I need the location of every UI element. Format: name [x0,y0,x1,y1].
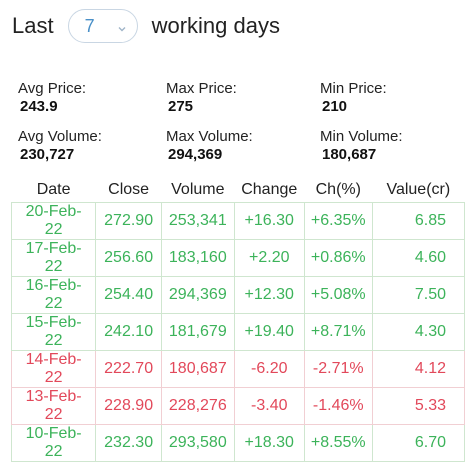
avg-price-label: Avg Price: [18,80,87,97]
value-cell: 4.30 [371,313,465,351]
value-cell: 6.70 [371,424,465,462]
date-cell: 15-Feb-22 [10,313,97,351]
value-cell: 4.12 [371,350,465,388]
days-select-value: 7 [84,15,95,36]
change-cell: +18.30 [233,424,305,462]
header-prefix: Last [12,13,54,38]
close-cell: 222.70 [95,350,163,388]
value-cell: 6.85 [371,202,465,240]
value-cell: 4.60 [371,239,465,277]
change-cell: +12.30 [233,276,305,314]
value-cell: 5.33 [371,387,465,425]
min-price-value: 210 [322,98,348,115]
close-cell: 242.10 [95,313,163,351]
volume-cell: 253,341 [161,202,235,240]
max-price-label: Max Price: [166,80,237,97]
volume-cell: 293,580 [161,424,235,462]
table-row: 17-Feb-22 256.60 183,160 +2.20 +0.86% 4.60 [10,239,465,277]
avg-volume-stat: Avg Volume: 230,727 [18,128,168,164]
date-cell: 16-Feb-22 [10,276,97,314]
header-suffix: working days [151,13,280,38]
volume-cell: 181,679 [161,313,235,351]
avg-volume-label: Avg Volume: [18,128,102,145]
table-row: 10-Feb-22 232.30 293,580 +18.30 +8.55% 6.70 [10,424,465,462]
date-cell: 20-Feb-22 [10,202,97,240]
avg-price-value: 243.9 [20,98,58,115]
col-header-change-pct: Ch(%) [315,181,361,198]
date-cell: 10-Feb-22 [10,424,97,462]
min-price-label: Min Price: [320,80,387,97]
min-volume-label: Min Volume: [320,128,403,145]
min-volume-value: 180,687 [322,146,377,163]
table-row: 20-Feb-22 272.90 253,341 +16.30 +6.35% 6.85 [10,202,465,240]
max-volume-stat: Max Volume: 294,369 [166,128,316,164]
value-cell: 7.50 [371,276,465,314]
date-cell: 17-Feb-22 [10,239,97,277]
table-row: 15-Feb-22 242.10 181,679 +19.40 +8.71% 4.30 [10,313,465,351]
close-cell: 254.40 [95,276,163,314]
change-cell: +19.40 [233,313,305,351]
close-cell: 232.30 [95,424,163,462]
change-pct-cell: -1.46% [303,387,373,425]
date-cell: 14-Feb-22 [10,350,97,388]
max-price-value: 275 [168,98,194,115]
max-volume-value: 294,369 [168,146,223,163]
change-pct-cell: +0.86% [303,239,373,277]
change-cell: -6.20 [233,350,305,388]
volume-cell: 183,160 [161,239,235,277]
min-price-stat: Min Price: 210 [320,80,465,116]
min-volume-stat: Min Volume: 180,687 [320,128,465,164]
price-history-table: Date Close Volume Change Ch(%) Value(cr)… [10,178,465,462]
col-header-change: Change [241,181,298,198]
volume-cell: 294,369 [161,276,235,314]
col-header-value: Value(cr) [386,181,451,198]
max-price-stat: Max Price: 275 [166,80,316,116]
days-select[interactable]: 7 [67,9,138,43]
change-pct-cell: +8.71% [303,313,373,351]
volume-cell: 228,276 [161,387,235,425]
table-row: 13-Feb-22 228.90 228,276 -3.40 -1.46% 5.33 [10,387,465,425]
date-cell: 13-Feb-22 [10,387,97,425]
close-cell: 256.60 [95,239,163,277]
change-pct-cell: +5.08% [303,276,373,314]
max-volume-label: Max Volume: [166,128,253,145]
change-cell: +2.20 [233,239,305,277]
close-cell: 228.90 [95,387,163,425]
chevron-down-icon [117,21,127,32]
period-header: Last 7 working days [12,8,280,44]
change-cell: +16.30 [233,202,305,240]
volume-cell: 180,687 [161,350,235,388]
table-header-row: Date Close Volume Change Ch(%) Value(cr) [12,178,465,203]
change-pct-cell: +8.55% [303,424,373,462]
avg-price-stat: Avg Price: 243.9 [18,80,168,116]
col-header-close: Close [108,181,150,198]
table-row: 14-Feb-22 222.70 180,687 -6.20 -2.71% 4.12 [10,350,465,388]
change-pct-cell: -2.71% [303,350,373,388]
col-header-volume: Volume [171,181,225,198]
change-pct-cell: +6.35% [303,202,373,240]
change-cell: -3.40 [233,387,305,425]
col-header-date: Date [36,181,71,198]
close-cell: 272.90 [95,202,163,240]
table-row: 16-Feb-22 254.40 294,369 +12.30 +5.08% 7.50 [10,276,465,314]
avg-volume-value: 230,727 [20,146,75,163]
